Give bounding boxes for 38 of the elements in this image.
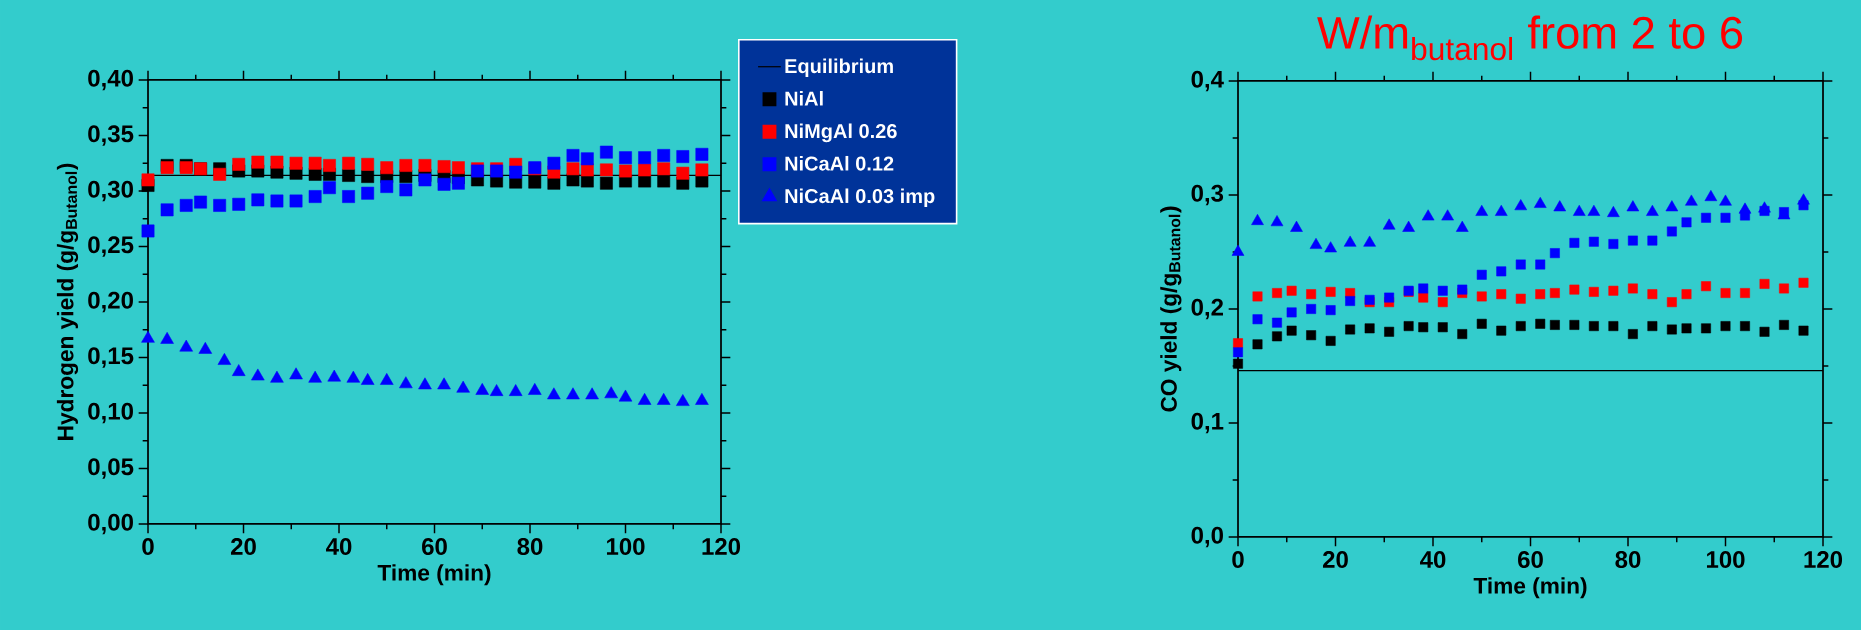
x-tick-label: 20 [231, 538, 256, 556]
chart-title: W/m$_{butanol}$ from 2 to 6 [1317, 15, 1743, 61]
x-tick-label: 20 [1323, 551, 1348, 569]
y-axis-title: CO yield (g/g$_{Butanol}$) [1160, 206, 1182, 412]
y-tick-label: 0,2 [1191, 298, 1223, 320]
y-tick-label: 0,0 [1191, 526, 1223, 548]
x-tick-label: 40 [1420, 551, 1446, 569]
x-tick-label: 120 [702, 538, 741, 556]
x-axis-title: Time (min) [377, 564, 491, 586]
y-tick-label: 0,30 [88, 180, 133, 202]
x-tick-label: 120 [1804, 551, 1843, 569]
x-tick-label: 100 [1706, 551, 1745, 569]
y-tick-label: 0,00 [88, 513, 133, 535]
y-axis-title: Hydrogen yield (g/g$_{Butanol}$) [56, 163, 79, 440]
x-tick-label: 80 [517, 538, 543, 556]
y-tick-label: 0,20 [88, 291, 133, 313]
x-tick-label: 0 [142, 538, 154, 556]
y-tick-label: 0,05 [88, 458, 134, 479]
legend-label: Equilibrium [785, 58, 893, 78]
x-tick-label: 100 [606, 538, 645, 556]
y-tick-label: 0,10 [88, 402, 133, 424]
x-axis-title: Time (min) [1473, 577, 1587, 599]
legend-label: NiCaAl 0.03 imp [785, 188, 935, 208]
y-tick-label: 0,40 [88, 69, 133, 91]
x-tick-label: 60 [422, 538, 447, 556]
x-tick-label: 80 [1615, 551, 1641, 569]
legend-label: NiMgAl 0.26 [785, 123, 897, 143]
x-tick-label: 0 [1232, 551, 1244, 569]
x-tick-label: 40 [326, 538, 352, 556]
y-tick-label: 0,25 [88, 236, 134, 257]
legend-label: NiAl [785, 90, 823, 106]
y-tick-label: 0,1 [1191, 412, 1224, 434]
y-tick-label: 0,35 [88, 125, 134, 146]
y-tick-label: 0,3 [1191, 184, 1224, 206]
legend-label: NiCaAl 0.12 [785, 155, 894, 171]
x-tick-label: 60 [1518, 551, 1543, 569]
y-tick-label: 0,15 [88, 347, 134, 368]
y-tick-label: 0,4 [1191, 70, 1224, 92]
